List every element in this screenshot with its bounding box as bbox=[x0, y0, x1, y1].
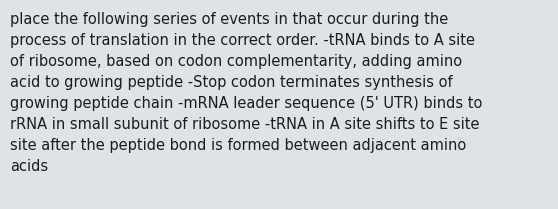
Text: place the following series of events in that occur during the
process of transla: place the following series of events in … bbox=[10, 12, 482, 174]
